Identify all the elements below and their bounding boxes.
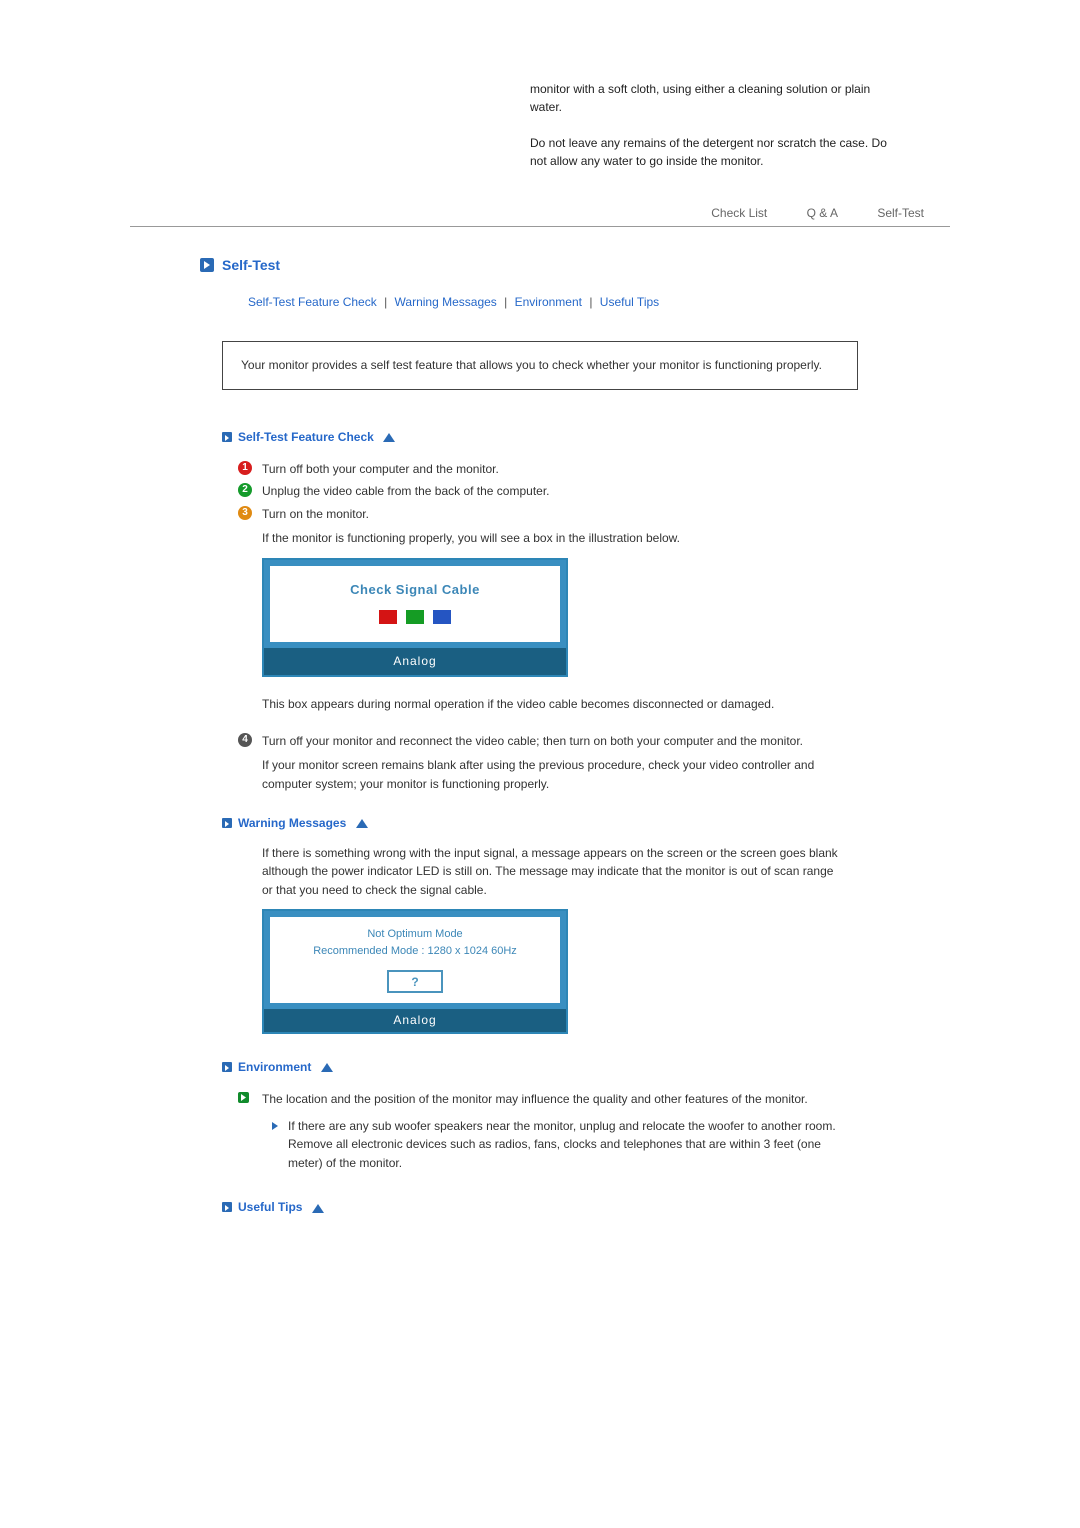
link-self-test-feature-check[interactable]: Self-Test Feature Check — [248, 295, 377, 309]
subhead-useful-tips: Useful Tips — [130, 1200, 950, 1214]
step-1: 1 Turn off both your computer and the mo… — [238, 458, 840, 481]
environment-list: The location and the position of the mon… — [130, 1088, 950, 1174]
step-1-text: Turn off both your computer and the moni… — [262, 462, 499, 476]
env-subitem-text-1: If there are any sub woofer speakers nea… — [288, 1119, 836, 1133]
illustration-footer: Analog — [264, 1009, 566, 1032]
step-3-icon: 3 — [238, 506, 252, 520]
color-square-blue — [433, 610, 451, 624]
stfc-steps: 1 Turn off both your computer and the mo… — [130, 458, 950, 796]
info-box: Your monitor provides a self test featur… — [222, 341, 858, 390]
env-item-text: The location and the position of the mon… — [262, 1092, 808, 1106]
step-2-icon: 2 — [238, 483, 252, 497]
intro-p2: Do not leave any remains of the detergen… — [530, 134, 890, 170]
not-optimum-mode-illustration: Not Optimum Mode Recommended Mode : 1280… — [262, 909, 568, 1034]
subhead-useful-tips-text: Useful Tips — [238, 1200, 302, 1214]
separator: | — [585, 295, 596, 309]
subhead-arrow-icon — [222, 818, 232, 828]
step-3-text: Turn on the monitor. — [262, 507, 369, 521]
link-useful-tips[interactable]: Useful Tips — [600, 295, 659, 309]
separator: | — [500, 295, 511, 309]
illustration-caption: This box appears during normal operation… — [262, 691, 840, 714]
illustration-footer: Analog — [264, 648, 566, 676]
top-link-icon[interactable] — [306, 1200, 324, 1214]
tab-q-and-a[interactable]: Q & A — [789, 200, 856, 226]
step-1-icon: 1 — [238, 461, 252, 475]
illustration-qmark: ? — [387, 970, 442, 993]
subhead-environment-text: Environment — [238, 1060, 311, 1074]
illustration-line1: Not Optimum Mode — [276, 927, 554, 941]
carryover-text: monitor with a soft cloth, using either … — [530, 80, 890, 170]
subhead-warning-text: Warning Messages — [238, 816, 346, 830]
subhead-stfc-text: Self-Test Feature Check — [238, 430, 374, 444]
top-link-icon[interactable] — [350, 816, 368, 830]
separator: | — [380, 295, 391, 309]
subhead-arrow-icon — [222, 432, 232, 442]
illustration-color-squares — [280, 610, 550, 630]
top-link-icon[interactable] — [315, 1060, 333, 1074]
section-arrow-icon — [200, 258, 214, 272]
illustration-title: Check Signal Cable — [280, 580, 550, 600]
link-environment[interactable]: Environment — [515, 295, 582, 309]
step-4: 4 Turn off your monitor and reconnect th… — [238, 730, 840, 796]
bullet-icon — [238, 1092, 249, 1103]
intro-p1: monitor with a soft cloth, using either … — [530, 80, 890, 116]
step-4-text: Turn off your monitor and reconnect the … — [262, 734, 803, 748]
tabs-row: Check List Q & A Self-Test — [130, 200, 950, 227]
env-item: The location and the position of the mon… — [238, 1088, 840, 1174]
check-signal-cable-illustration: Check Signal Cable Analog — [262, 558, 568, 677]
tab-self-test[interactable]: Self-Test — [859, 200, 942, 226]
step-4-icon: 4 — [238, 733, 252, 747]
subhead-environment: Environment — [130, 1060, 950, 1074]
subhead-arrow-icon — [222, 1202, 232, 1212]
top-link-icon[interactable] — [377, 430, 395, 444]
anchor-links: Self-Test Feature Check | Warning Messag… — [130, 295, 950, 309]
section-title-text: Self-Test — [222, 257, 280, 273]
env-sublist: If there are any sub woofer speakers nea… — [272, 1117, 840, 1173]
sub-bullet-icon — [272, 1122, 278, 1130]
warning-body: If there is something wrong with the inp… — [130, 844, 950, 900]
env-subitem: If there are any sub woofer speakers nea… — [272, 1117, 840, 1173]
step-3: 3 Turn on the monitor. If the monitor is… — [238, 503, 840, 716]
env-subitem-text-2: Remove all electronic devices such as ra… — [288, 1137, 821, 1170]
color-square-green — [406, 610, 424, 624]
subhead-stfc: Self-Test Feature Check — [130, 430, 950, 444]
step-3-detail: If the monitor is functioning properly, … — [262, 523, 840, 548]
step-2: 2 Unplug the video cable from the back o… — [238, 480, 840, 503]
step-2-text: Unplug the video cable from the back of … — [262, 484, 550, 498]
illustration-line2: Recommended Mode : 1280 x 1024 60Hz — [276, 944, 554, 958]
tab-check-list[interactable]: Check List — [693, 200, 785, 226]
step-4-detail: If your monitor screen remains blank aft… — [262, 750, 840, 793]
subhead-arrow-icon — [222, 1062, 232, 1072]
subhead-warning: Warning Messages — [130, 816, 950, 830]
illustration-inner: Not Optimum Mode Recommended Mode : 1280… — [270, 917, 560, 1003]
illustration-inner: Check Signal Cable — [270, 566, 560, 642]
link-warning-messages[interactable]: Warning Messages — [395, 295, 497, 309]
color-square-red — [379, 610, 397, 624]
section-title-self-test: Self-Test — [130, 257, 950, 273]
